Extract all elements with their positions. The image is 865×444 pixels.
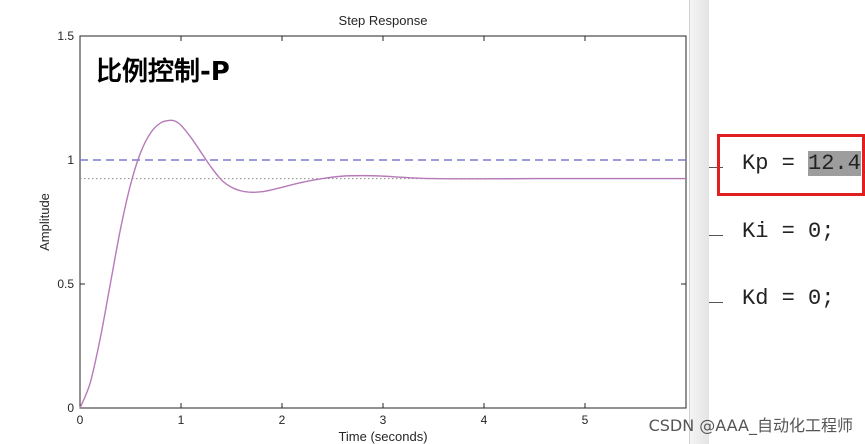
plot-area — [79, 35, 687, 409]
x-tick-label: 1 — [178, 413, 185, 427]
code-panel: Kp = 12.4; Ki = 0; Kd = 0; — [709, 0, 865, 444]
series-line-step-response — [79, 119, 686, 409]
kp-prefix: Kp = — [742, 151, 809, 176]
line-marker — [709, 167, 723, 168]
y-tick-label: 0.5 — [57, 277, 74, 291]
x-axis-label: Time (seconds) — [338, 429, 427, 444]
step-response-chart: Step Response 比例控制-P Time (seconds) Ampl… — [37, 13, 687, 444]
code-line-kd: Kd = 0; — [742, 286, 835, 311]
y-tick-label: 1 — [67, 153, 74, 167]
kp-highlight-box — [717, 134, 865, 196]
line-marker — [709, 302, 723, 303]
y-axis-label: Amplitude — [37, 193, 52, 251]
watermark: CSDN @AAA_自动化工程师 — [648, 416, 853, 435]
series-layer — [79, 119, 686, 409]
x-tick-label: 4 — [481, 413, 488, 427]
panel-divider[interactable] — [689, 0, 711, 444]
line-marker — [709, 235, 723, 236]
chart-title: Step Response — [339, 13, 428, 28]
x-tick-label: 5 — [582, 413, 589, 427]
x-tick-label: 3 — [380, 413, 387, 427]
y-tick-label: 0 — [67, 401, 74, 415]
axis-ticks: 0 1 2 3 4 5 0 0.5 1 1.5 — [57, 29, 686, 427]
code-line-ki: Ki = 0; — [742, 219, 835, 244]
x-tick-label: 0 — [77, 413, 84, 427]
y-tick-label: 1.5 — [57, 29, 74, 43]
code-line-kp: Kp = 12.4; — [742, 151, 865, 176]
kp-value[interactable]: 12.4 — [808, 151, 861, 176]
kp-suffix: ; — [861, 151, 865, 176]
x-tick-label: 2 — [279, 413, 286, 427]
chart-overlay-title: 比例控制-P — [96, 57, 230, 87]
